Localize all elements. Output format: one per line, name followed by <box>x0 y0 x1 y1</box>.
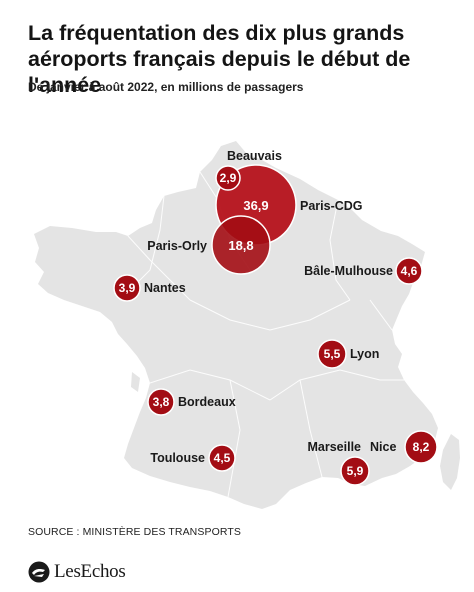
label-lyon: Lyon <box>350 347 379 361</box>
map-title: La fréquentation des dix plus grands aér… <box>28 21 411 97</box>
value-lyon: 5,5 <box>324 347 341 361</box>
map-subtitle: De janvier à août 2022, en millions de p… <box>28 80 304 94</box>
value-bale-mulhouse: 4,6 <box>401 264 418 278</box>
bubble-nice[interactable] <box>404 430 438 464</box>
bubble-beauvais[interactable] <box>215 165 241 191</box>
label-paris-orly: Paris-Orly <box>147 239 207 253</box>
bubble-values: 36,9 18,8 2,9 4,6 3,9 5,5 3,8 4,5 5,9 8,… <box>119 171 430 478</box>
bubble-bordeaux[interactable] <box>147 388 175 416</box>
island-oleron <box>131 372 140 392</box>
corsica-land <box>440 434 460 490</box>
bubble-marseille[interactable] <box>340 456 370 486</box>
bubble-bale-mulhouse[interactable] <box>395 257 423 285</box>
airport-bubbles <box>113 164 438 486</box>
label-paris-cdg: Paris-CDG <box>300 199 363 213</box>
label-nantes: Nantes <box>144 281 186 295</box>
source-note: SOURCE : MINISTÈRE DES TRANSPORTS <box>28 526 241 538</box>
bubble-paris-orly[interactable] <box>211 215 271 275</box>
value-marseille: 5,9 <box>347 464 364 478</box>
value-paris-cdg: 36,9 <box>243 198 268 213</box>
france-land <box>34 141 438 509</box>
value-bordeaux: 3,8 <box>153 395 170 409</box>
label-toulouse: Toulouse <box>150 451 205 465</box>
value-paris-orly: 18,8 <box>228 238 253 253</box>
bubble-nantes[interactable] <box>113 274 141 302</box>
airport-labels: Beauvais Paris-CDG Paris-Orly Bâle-Mulho… <box>144 149 396 465</box>
value-toulouse: 4,5 <box>214 451 231 465</box>
logo-text: LesEchos <box>54 561 126 582</box>
label-bordeaux: Bordeaux <box>178 395 236 409</box>
value-beauvais: 2,9 <box>220 171 237 185</box>
les-echos-emblem-icon <box>28 561 50 583</box>
les-echos-logo[interactable]: LesEchos <box>28 559 126 585</box>
label-beauvais: Beauvais <box>227 149 282 163</box>
bubble-toulouse[interactable] <box>208 444 236 472</box>
label-marseille: Marseille <box>307 440 361 454</box>
value-nantes: 3,9 <box>119 281 136 295</box>
value-nice: 8,2 <box>413 440 430 454</box>
bubble-lyon[interactable] <box>317 339 347 369</box>
label-nice: Nice <box>370 440 396 454</box>
label-bale-mulhouse: Bâle-Mulhouse <box>304 264 393 278</box>
